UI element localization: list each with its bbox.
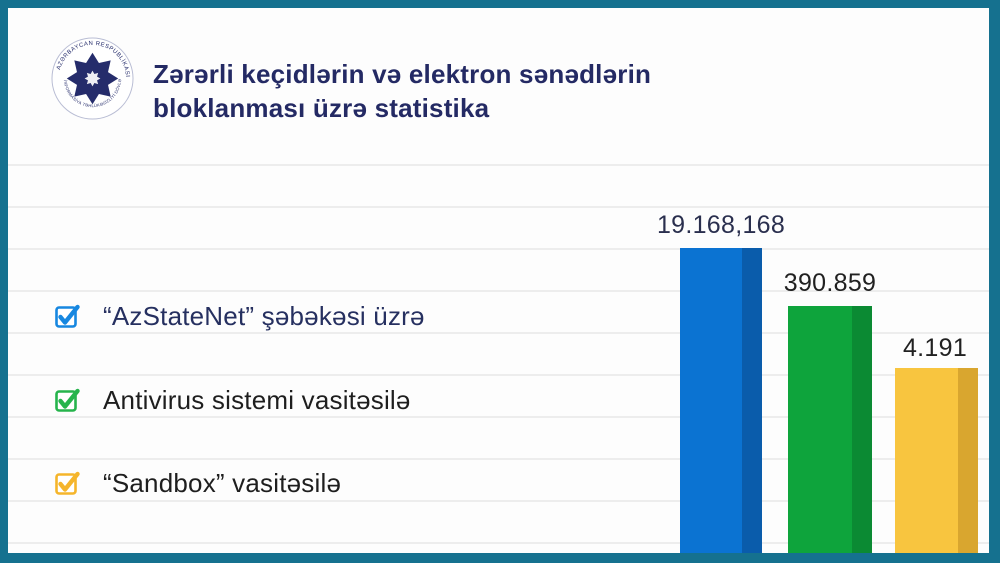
- checkbox-checked-icon: [54, 387, 81, 414]
- bar-sandbox: [895, 368, 978, 553]
- agency-logo: AZƏRBAYCAN RESPUBLİKASI İNFORMASİYA TƏHL…: [49, 33, 134, 120]
- bar-azstatenet-shade: [742, 248, 762, 553]
- bar-antivirus-shade: [852, 306, 872, 553]
- bar-antivirus-face: [788, 306, 852, 553]
- agency-logo-emblem: AZƏRBAYCAN RESPUBLİKASI İNFORMASİYA TƏHL…: [49, 33, 134, 120]
- bar-azstatenet-face: [680, 248, 742, 553]
- checkbox-checked-icon: [54, 470, 81, 497]
- legend-label: “Sandbox” vasitəsilə: [103, 467, 342, 498]
- bar-value-azstatenet: 19.168,168: [656, 211, 786, 239]
- bar-azstatenet: [680, 248, 762, 553]
- legend-item-antivirus: Antivirus sistemi vasitəsilə: [54, 385, 411, 415]
- bar-antivirus: [788, 306, 872, 553]
- bar-sandbox-shade: [958, 368, 978, 553]
- logo-inner-star: [84, 70, 101, 87]
- bar-sandbox-face: [895, 368, 958, 553]
- page-title-line1: Zərərli keçidlərin və elektron sənədləri…: [153, 59, 652, 89]
- bar-value-antivirus: 390.859: [783, 269, 877, 297]
- legend-item-azstatenet: “AzStateNet” şəbəkəsi üzrə: [54, 301, 425, 331]
- legend-label: “AzStateNet” şəbəkəsi üzrə: [103, 300, 425, 331]
- bar-value-sandbox: 4.191: [902, 334, 968, 362]
- page-title: Zərərli keçidlərin və elektron sənədləri…: [153, 57, 793, 125]
- legend-item-sandbox: “Sandbox” vasitəsilə: [54, 468, 341, 498]
- page-title-line2: bloklanması üzrə statistika: [153, 93, 490, 123]
- checkbox-checked-icon: [54, 303, 81, 330]
- legend-label: Antivirus sistemi vasitəsilə: [103, 384, 411, 415]
